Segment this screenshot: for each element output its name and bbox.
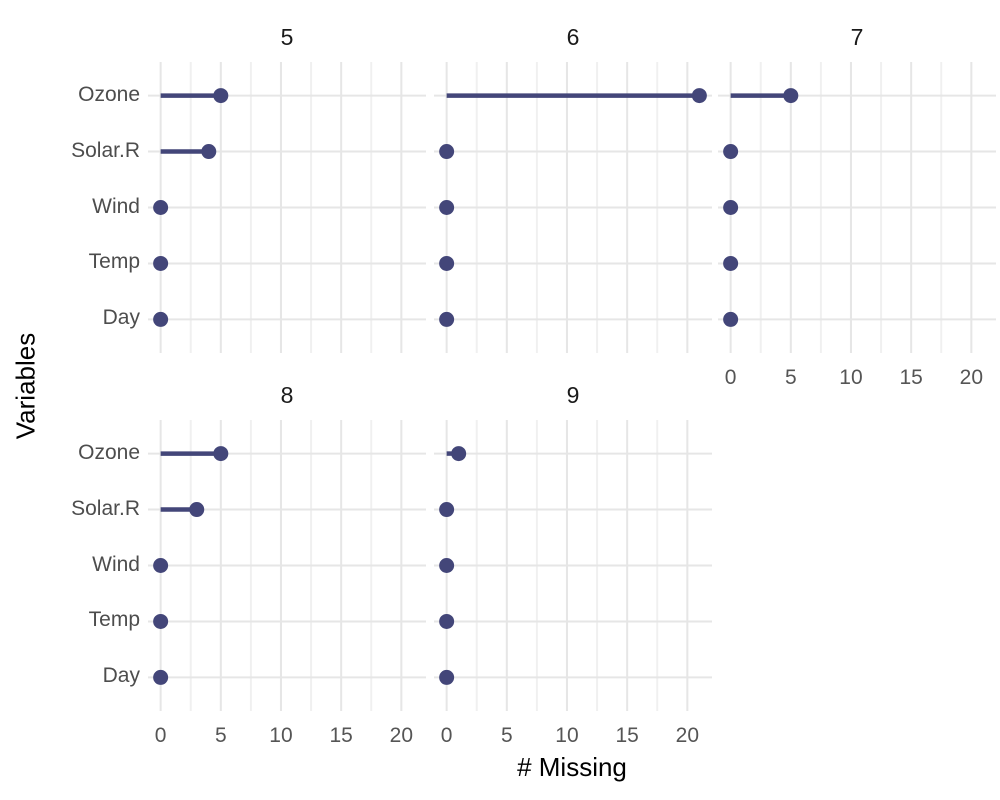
facet-strip-label-7: 7 [850,24,864,50]
lollipop-point [723,311,739,327]
lollipop-point [783,88,799,104]
lollipop-point [201,144,217,160]
lollipop-point [723,144,739,160]
lollipop-point [439,558,455,573]
lollipop-point [439,144,455,160]
lollipop-point [439,311,455,327]
lollipop-point [153,613,169,629]
x-tick-label-20: 20 [675,724,700,747]
x-tick-label-20: 20 [389,724,414,747]
lollipop-point [153,669,169,685]
x-tick-label-5: 5 [784,366,797,389]
facet-strip-label-9: 9 [566,382,580,408]
facet-panel-8 [148,420,426,711]
y-axis-title: Variables [10,332,41,440]
lollipop-point [439,669,455,685]
x-tick-label-10: 10 [839,366,863,389]
facet-panel-7 [718,62,996,353]
y-tick-label-solarr: Solar.R [71,496,140,520]
x-tick-label-5: 5 [500,724,513,747]
lollipop-point [213,88,229,104]
y-tick-label-ozone: Ozone [78,440,140,464]
x-tick-label-10: 10 [269,724,293,747]
lollipop-point [439,613,455,629]
y-tick-label-temp: Temp [88,608,140,632]
x-tick-label-20: 20 [959,366,984,389]
x-tick-label-0: 0 [724,366,737,389]
lollipop-point [723,200,739,215]
lollipop-point [439,200,455,215]
x-tick-label-5: 5 [214,724,227,747]
lollipop-point [153,200,169,215]
lollipop-point [691,88,707,104]
y-tick-label-day: Day [102,664,140,688]
lollipop-point [439,502,455,518]
lollipop-point [451,446,467,462]
y-tick-label-temp: Temp [88,250,140,274]
facet-strip-label-8: 8 [280,382,294,408]
x-axis-title: # Missing [517,752,627,782]
x-tick-label-15: 15 [615,724,639,747]
x-tick-label-15: 15 [329,724,353,747]
x-tick-label-0: 0 [154,724,167,747]
y-tick-label-ozone: Ozone [78,82,140,106]
facet-panel-9 [434,420,712,711]
y-tick-label-solarr: Solar.R [71,138,140,162]
lollipop-point [153,311,169,327]
lollipop-point [153,255,169,271]
y-tick-label-wind: Wind [92,552,140,576]
x-tick-label-15: 15 [899,366,923,389]
lollipop-point [189,502,205,518]
y-tick-label-wind: Wind [92,194,140,218]
lollipop-point [723,255,739,271]
facet-panel-6 [434,62,712,353]
facet-strip-label-5: 5 [280,24,294,50]
x-tick-label-10: 10 [555,724,579,747]
lollipop-point [153,558,169,573]
facet-strip-label-6: 6 [566,24,580,50]
lollipop-point [439,255,455,271]
lollipop-point [213,446,229,462]
x-tick-label-0: 0 [440,724,453,747]
y-tick-label-day: Day [102,306,140,330]
facet-panel-5 [148,62,426,353]
